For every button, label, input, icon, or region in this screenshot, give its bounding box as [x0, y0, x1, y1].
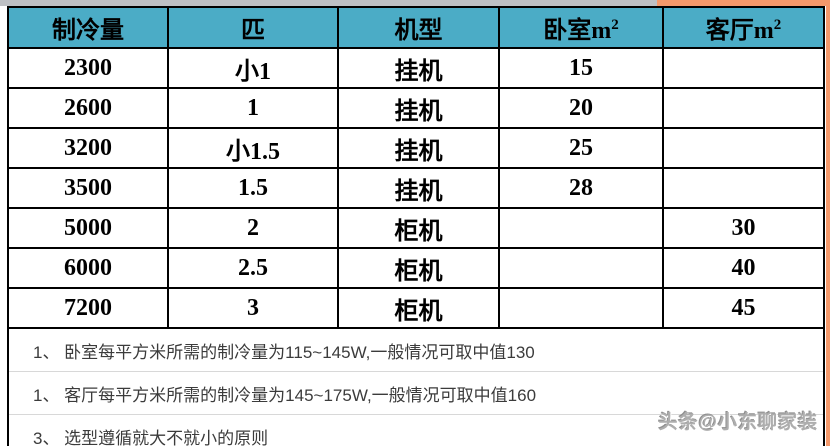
- header-cooling-capacity: 制冷量: [7, 6, 169, 49]
- cell-hp: 2: [167, 207, 339, 249]
- cell-livingroom: [662, 87, 825, 129]
- header-livingroom-area: 客厅m2: [662, 6, 825, 49]
- note-text: 1、 卧室每平方米所需的制冷量为115~145W,一般情况可取中值130: [8, 327, 824, 372]
- cell-cooling: 6000: [7, 247, 169, 289]
- note-row-selection-rule: 3、 选型遵循就大不就小的原则: [8, 414, 824, 446]
- cell-cooling: 3500: [7, 167, 169, 209]
- cell-type: 挂机: [337, 167, 500, 209]
- cell-type: 柜机: [337, 287, 500, 329]
- ac-sizing-table: 制冷量 匹 机型 卧室m2 客厅m2 2300 小1 挂机 15 2600 1 …: [7, 6, 825, 446]
- table-row: 3500 1.5 挂机 28: [7, 167, 825, 209]
- top-orange-strip: [657, 0, 830, 6]
- cell-type: 挂机: [337, 87, 500, 129]
- note-text: 1、 客厅每平方米所需的制冷量为145~175W,一般情况可取中值160: [8, 371, 824, 415]
- header-label: 制冷量: [52, 18, 124, 44]
- header-label: 机型: [394, 18, 443, 44]
- cell-cooling: 2600: [7, 87, 169, 129]
- cell-bedroom: [498, 247, 664, 289]
- cell-hp: 小1.5: [167, 127, 339, 169]
- cell-bedroom: 25: [498, 127, 664, 169]
- cell-bedroom: 20: [498, 87, 664, 129]
- cell-hp: 2.5: [167, 247, 339, 289]
- top-gray-strip: [0, 0, 657, 6]
- right-orange-strip: [826, 0, 830, 446]
- cell-bedroom: 28: [498, 167, 664, 209]
- header-bedroom-area: 卧室m2: [498, 6, 664, 49]
- table-row: 2300 小1 挂机 15: [7, 47, 825, 89]
- cell-type: 柜机: [337, 207, 500, 249]
- header-unit-type: 机型: [337, 6, 500, 49]
- cell-hp: 小1: [167, 47, 339, 89]
- cell-cooling: 2300: [7, 47, 169, 89]
- table-row: 7200 3 柜机 45: [7, 287, 825, 329]
- note-row-livingroom-rule: 1、 客厅每平方米所需的制冷量为145~175W,一般情况可取中值160: [8, 371, 824, 415]
- cell-livingroom: 40: [662, 247, 825, 289]
- cell-livingroom: [662, 167, 825, 209]
- header-row: 制冷量 匹 机型 卧室m2 客厅m2: [7, 6, 825, 49]
- cell-hp: 1.5: [167, 167, 339, 209]
- cell-livingroom: [662, 47, 825, 89]
- header-label: 卧室m: [543, 18, 612, 44]
- table-row: 5000 2 柜机 30: [7, 207, 825, 249]
- header-horsepower: 匹: [167, 6, 339, 49]
- note-text: 3、 选型遵循就大不就小的原则: [8, 414, 824, 446]
- cell-bedroom: 15: [498, 47, 664, 89]
- header-superscript: 2: [611, 17, 619, 33]
- table-row: 2600 1 挂机 20: [7, 87, 825, 129]
- cell-type: 挂机: [337, 127, 500, 169]
- toutiao-watermark: 头条@小东聊家装: [658, 412, 818, 433]
- cell-livingroom: 30: [662, 207, 825, 249]
- cell-cooling: 5000: [7, 207, 169, 249]
- cell-type: 挂机: [337, 47, 500, 89]
- cell-livingroom: 45: [662, 287, 825, 329]
- cell-hp: 3: [167, 287, 339, 329]
- cell-livingroom: [662, 127, 825, 169]
- cell-hp: 1: [167, 87, 339, 129]
- cell-bedroom: [498, 287, 664, 329]
- cell-cooling: 3200: [7, 127, 169, 169]
- cell-bedroom: [498, 207, 664, 249]
- cell-cooling: 7200: [7, 287, 169, 329]
- note-row-bedroom-rule: 1、 卧室每平方米所需的制冷量为115~145W,一般情况可取中值130: [8, 327, 824, 372]
- header-superscript: 2: [773, 17, 782, 33]
- header-label: 匹: [241, 18, 265, 44]
- cell-type: 柜机: [337, 247, 500, 289]
- header-label: 客厅m: [705, 18, 774, 44]
- table-row: 6000 2.5 柜机 40: [7, 247, 825, 289]
- table-row: 3200 小1.5 挂机 25: [7, 127, 825, 169]
